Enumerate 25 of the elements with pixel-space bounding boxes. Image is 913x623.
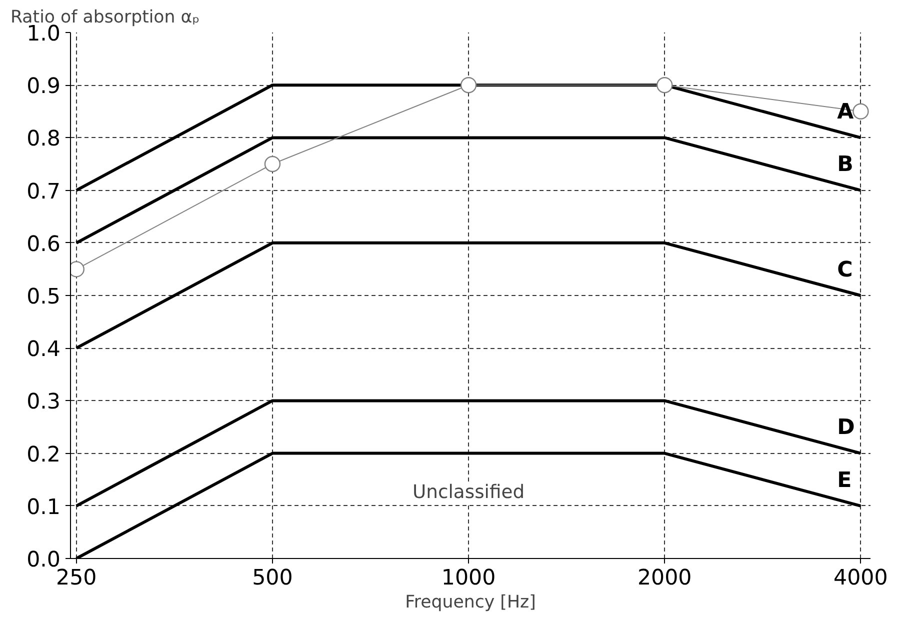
series-label: D (837, 415, 855, 440)
y-tick-label: 0.4 (26, 337, 61, 362)
x-axis-title: Frequency [Hz] (405, 592, 536, 612)
y-tick-label: 0.8 (26, 126, 61, 152)
y-tick-label: 0.1 (26, 494, 61, 520)
x-tick-label: 1000 (441, 566, 496, 590)
x-tick-label: 250 (56, 566, 97, 590)
series-label: B (837, 152, 854, 178)
annotation: Unclassified (412, 482, 525, 503)
x-tick-label: 2000 (637, 566, 692, 590)
y-tick-label: 0.2 (26, 442, 61, 468)
y-tick-label: 0.9 (26, 74, 61, 100)
y-tick-label: 0.7 (26, 179, 61, 204)
y-tick-label: 0.6 (26, 232, 61, 257)
point (264, 156, 281, 172)
y-tick-label: 0.3 (26, 390, 61, 415)
point (460, 77, 477, 94)
series-label: A (837, 100, 854, 125)
x-tick-label: 500 (252, 566, 293, 590)
y-tick-label: 0.5 (26, 284, 61, 310)
point (852, 103, 869, 120)
series-label: E (837, 468, 852, 493)
x-tick-label: 4000 (834, 566, 888, 590)
point (656, 77, 673, 94)
series-label: C (837, 257, 853, 282)
